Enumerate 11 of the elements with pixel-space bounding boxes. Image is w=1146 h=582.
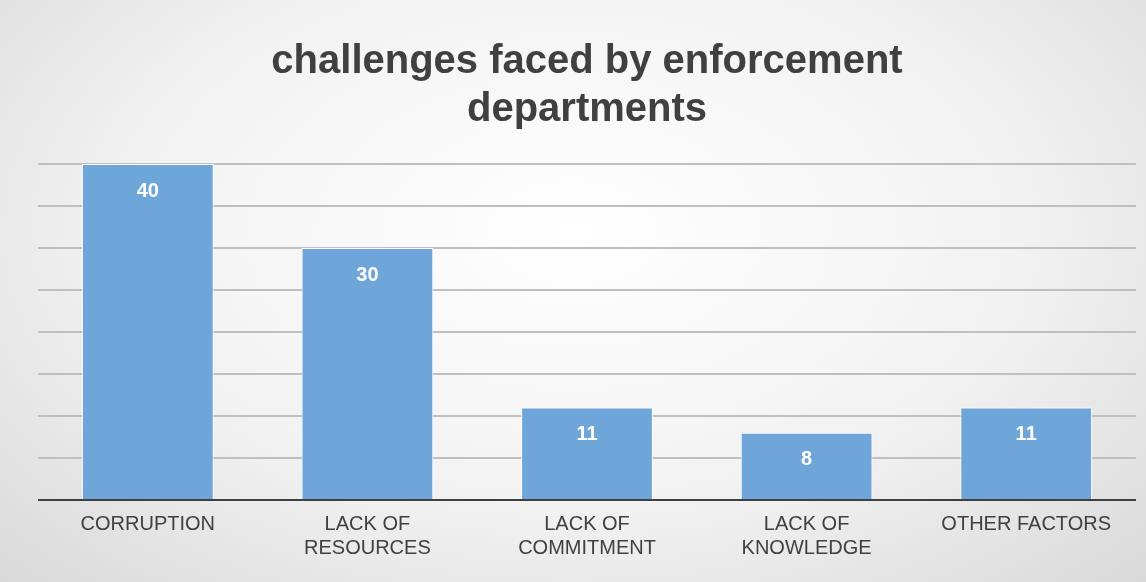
x-tick-label: LACK OF RESOURCES <box>304 511 431 558</box>
x-tick-label: LACK OF COMMITMENT <box>518 511 656 558</box>
x-tick-label: CORRUPTION <box>80 511 216 534</box>
data-label: 8 <box>801 447 813 470</box>
data-label: 30 <box>356 262 379 285</box>
x-tick-label: OTHER FACTORS <box>941 511 1112 534</box>
data-label: 11 <box>576 422 598 445</box>
data-label: 11 <box>1015 422 1037 445</box>
data-label: 40 <box>136 178 159 201</box>
chart-title: challenges faced by enforcement departments <box>271 37 903 130</box>
x-tick-label: LACK OF KNOWLEDGE <box>741 511 872 558</box>
